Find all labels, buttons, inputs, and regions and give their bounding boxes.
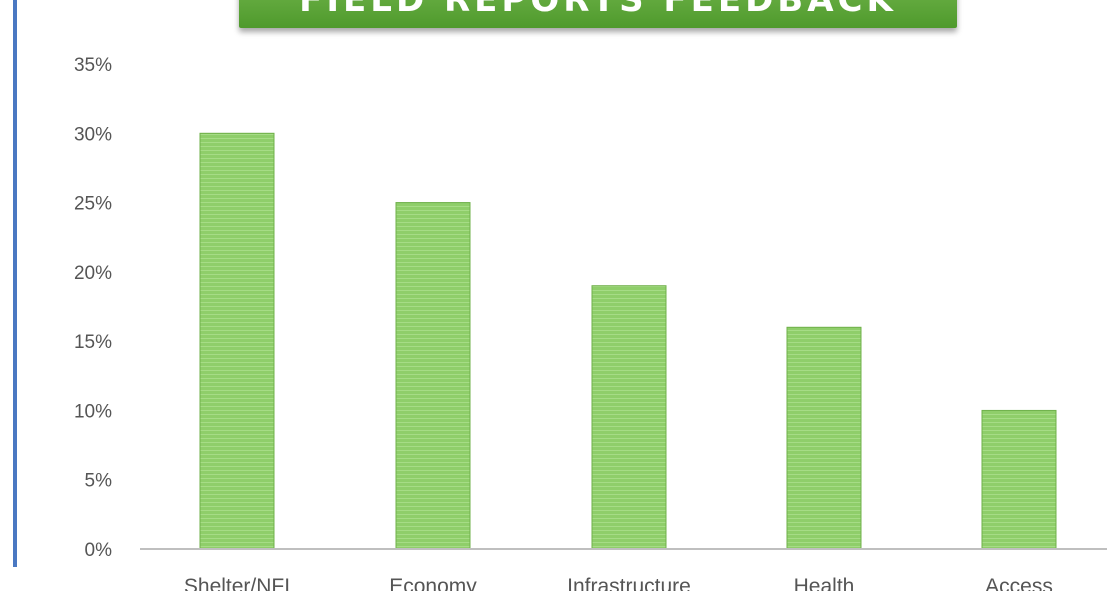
y-tick-label: 5% bbox=[85, 471, 113, 492]
y-tick-label: 30% bbox=[74, 124, 112, 145]
bar-infrastructure bbox=[591, 285, 667, 550]
chart-title-banner: FIELD REPORTS FEEDBACK bbox=[239, 0, 957, 28]
x-tick-label: Economy bbox=[389, 575, 477, 591]
y-tick-label: 10% bbox=[74, 401, 112, 422]
chart-title: FIELD REPORTS FEEDBACK bbox=[299, 0, 897, 20]
y-tick-label: 15% bbox=[74, 332, 112, 353]
x-tick-label: Access bbox=[985, 575, 1053, 591]
bar-economy bbox=[395, 202, 471, 550]
bars-group bbox=[199, 132, 1057, 550]
bar-access bbox=[981, 409, 1057, 550]
y-tick-label: 0% bbox=[85, 540, 113, 561]
y-tick-label: 25% bbox=[74, 194, 112, 215]
y-tick-label: 20% bbox=[74, 263, 112, 284]
x-axis-ticks: Shelter/NFI Economy Infrastructure Health Ac… bbox=[184, 575, 1053, 591]
bar-shelter-nfi bbox=[199, 132, 275, 550]
y-tick-label: 35% bbox=[74, 55, 112, 76]
y-axis-ticks: 0% 5% 10% 15% 20% 25% 30% 35% bbox=[74, 55, 112, 561]
left-accent-rule bbox=[13, 0, 17, 567]
bar-health bbox=[786, 326, 862, 550]
x-tick-label: Infrastructure bbox=[567, 575, 691, 591]
x-tick-label: Health bbox=[794, 575, 855, 591]
x-tick-label: Shelter/NFI bbox=[184, 575, 290, 591]
